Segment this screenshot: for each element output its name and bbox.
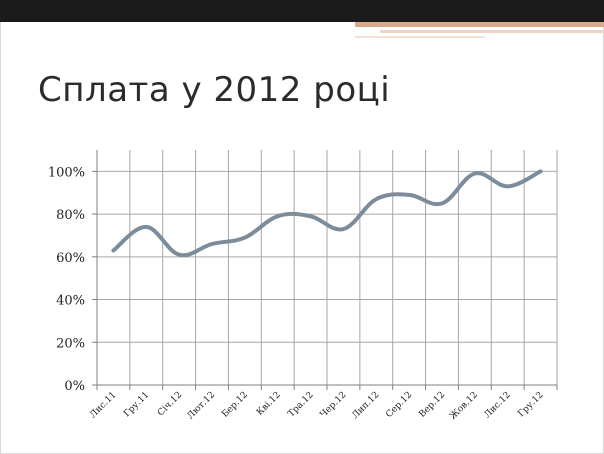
accent-bar bbox=[380, 30, 604, 33]
accent-bar bbox=[355, 36, 485, 38]
y-tick-label: 80% bbox=[56, 208, 85, 223]
data-point bbox=[506, 184, 510, 188]
data-point bbox=[473, 172, 477, 176]
x-tick-label: Лют.12 bbox=[186, 390, 218, 422]
x-tick-label: Кві.12 bbox=[255, 390, 283, 418]
accent-bar bbox=[355, 22, 604, 27]
x-tick-label: Бер.12 bbox=[220, 390, 250, 420]
x-tick-label: Жов.12 bbox=[448, 390, 480, 422]
y-tick-label: 100% bbox=[48, 165, 85, 180]
data-point bbox=[374, 197, 378, 201]
x-tick-label: Чер.12 bbox=[319, 390, 349, 420]
x-tick-label: Вер.12 bbox=[417, 390, 447, 420]
data-point bbox=[309, 214, 313, 218]
page-title: Сплата у 2012 році bbox=[38, 70, 391, 110]
data-point bbox=[177, 253, 181, 257]
x-tick-label: Тра.12 bbox=[286, 390, 315, 419]
x-tick-label: Гру.12 bbox=[516, 390, 545, 419]
x-tick-label: Лип.12 bbox=[350, 390, 381, 421]
data-point bbox=[210, 242, 214, 246]
y-tick-label: 40% bbox=[56, 294, 85, 309]
x-tick-label: Гру.11 bbox=[122, 390, 151, 419]
data-point bbox=[407, 193, 411, 197]
x-tick-label: Лис.11 bbox=[88, 390, 118, 420]
data-point bbox=[440, 201, 444, 205]
data-point bbox=[539, 169, 543, 173]
data-point bbox=[341, 227, 345, 231]
chart-grid bbox=[97, 150, 558, 385]
x-tick-label: Січ.12 bbox=[156, 390, 184, 418]
data-point bbox=[276, 214, 280, 218]
data-point bbox=[243, 236, 247, 240]
data-point bbox=[144, 225, 148, 229]
y-tick-label: 0% bbox=[64, 379, 85, 394]
header-band bbox=[0, 0, 604, 22]
x-tick-label: Лис.12 bbox=[483, 390, 513, 420]
y-tick-label: 60% bbox=[56, 251, 85, 266]
data-point bbox=[111, 248, 115, 252]
x-tick-labels: Лис.11 Гру.11 Січ.12 Лют.12 Бер.12 Кві.12 Тра.… bbox=[88, 390, 545, 422]
series-line bbox=[111, 169, 543, 258]
y-tick-label: 20% bbox=[56, 336, 85, 351]
x-tick-label: Сер.12 bbox=[384, 390, 414, 420]
y-tick-labels: 0% 20% 40% 60% 80% 100% bbox=[48, 165, 85, 394]
series-layer bbox=[111, 169, 543, 258]
chart-axes bbox=[92, 150, 558, 390]
